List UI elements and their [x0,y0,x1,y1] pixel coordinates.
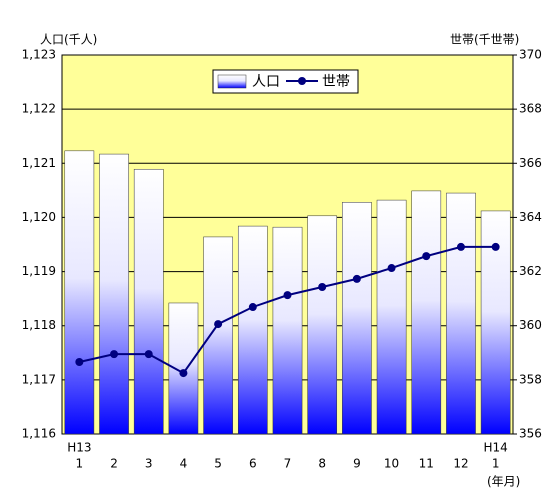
line-point [422,252,431,261]
x-tick-label: 11 [419,457,434,471]
x-tick-label: 1 [492,457,500,471]
bar [342,202,372,435]
y-tick-label: 1,122 [22,102,56,116]
y2-tick-label: 364 [519,210,542,224]
legend-marker [298,77,306,85]
line-point [456,242,465,251]
x-tick-label: 5 [214,457,222,471]
x-tick-label: 3 [145,457,153,471]
bar [307,215,338,435]
y2-axis-title: 世帯(千世帯) [450,33,519,47]
bar [272,226,303,435]
x-year-label: H14 [484,441,508,455]
y-tick-label: 1,120 [22,210,56,224]
line-point [318,283,327,292]
y-tick-label: 1,121 [22,156,56,170]
line-point [283,291,292,300]
x-tick-label: 1 [76,457,84,471]
bar [411,190,442,435]
legend-label: 世帯 [322,74,350,90]
x-tick-label: 9 [353,457,361,471]
line-point [352,274,361,283]
line-point [248,303,257,312]
line-point [110,350,119,359]
x-year-label: H13 [67,441,91,455]
x-tick-label: 2 [110,457,118,471]
x-axis-title: (年月) [487,475,520,489]
y2-tick-label: 366 [519,156,542,170]
y-tick-label: 1,119 [22,264,56,278]
legend-label: 人口 [252,74,280,90]
bar [99,153,129,435]
bar [133,168,164,435]
bar [203,236,233,435]
y-tick-label: 1,117 [22,372,56,386]
line-point [144,350,153,359]
line-point [214,320,223,329]
bar [237,225,268,435]
bar [64,150,95,435]
x-tick-label: 8 [318,457,326,471]
x-tick-label: 6 [249,457,257,471]
y2-tick-label: 356 [519,427,542,441]
x-tick-label: 12 [453,457,468,471]
line-point [491,242,500,251]
y2-tick-label: 358 [519,372,542,386]
y-tick-label: 1,118 [22,318,56,332]
y-axis-title: 人口(千人) [40,33,97,47]
x-tick-label: 10 [384,457,399,471]
bar [376,199,407,435]
legend-swatch [217,74,247,89]
x-tick-label: 7 [284,457,292,471]
y2-tick-label: 362 [519,264,542,278]
line-point [179,369,188,378]
bar [446,192,476,435]
legend-box [212,69,359,94]
y2-tick-label: 368 [519,102,542,116]
y2-tick-label: 370 [519,48,542,62]
y-tick-label: 1,116 [22,427,56,441]
y2-tick-label: 360 [519,318,542,332]
y-tick-label: 1,123 [22,48,56,62]
x-tick-label: 4 [180,457,188,471]
line-point [387,264,396,273]
line-point [75,357,84,366]
bar [480,210,511,435]
